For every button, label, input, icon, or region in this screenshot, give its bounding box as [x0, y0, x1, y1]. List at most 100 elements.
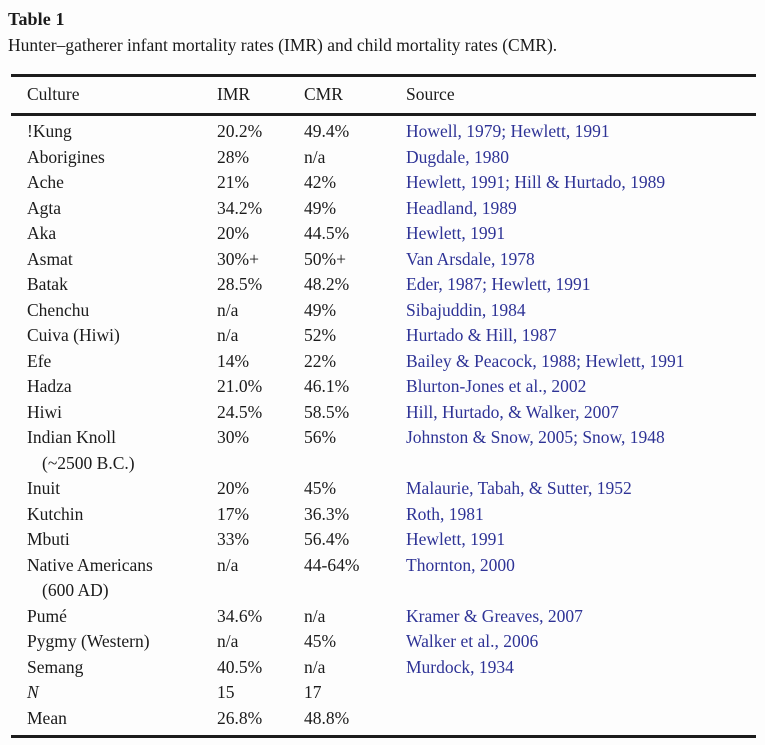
table-row: Aka 20% 44.5% Hewlett, 1991	[11, 221, 756, 247]
cmr-cell: 36.3%	[304, 503, 350, 524]
source-cell: Kramer & Greaves, 2007	[406, 604, 756, 630]
source-cell: Bailey & Peacock, 1988; Hewlett, 1991	[406, 349, 756, 375]
culture-name: Hadza	[27, 376, 72, 396]
source-citation-link[interactable]: Blurton-Jones et al., 2002	[406, 376, 587, 396]
culture-name: Native Americans	[27, 554, 153, 575]
culture-cell: Chenchu	[11, 298, 217, 324]
culture-name: Agta	[27, 197, 62, 218]
culture-name-line2: (600 AD)	[42, 580, 109, 600]
source-citation-link[interactable]: Hill, Hurtado, & Walker, 2007	[406, 401, 619, 422]
table-row: Hadza 21.0% 46.1% Blurton-Jones et al., 200…	[11, 374, 756, 400]
source-cell: Howell, 1979; Hewlett, 1991	[406, 115, 756, 145]
imr-cell: 21%	[217, 172, 250, 192]
source-citation-link[interactable]: Walker et al., 2006	[406, 631, 539, 651]
source-citation-link[interactable]: Hurtado & Hill, 1987	[406, 325, 557, 345]
source-cell: Blurton-Jones et al., 2002	[406, 374, 756, 400]
table-label: Table 1	[8, 9, 65, 29]
source-citation-link[interactable]: Howell, 1979; Hewlett, 1991	[406, 121, 610, 141]
source-citation-link[interactable]: Hewlett, 1991	[406, 223, 506, 243]
cmr-cell: 50%+	[304, 248, 346, 269]
table-row: Inuit 20% 45% Malaurie, Tabah, & Sutter, 19…	[11, 476, 756, 502]
source-citation-link[interactable]: Malaurie, Tabah, & Sutter, 1952	[406, 478, 632, 498]
culture-cell: Pumé	[11, 604, 217, 630]
culture-name: Semang	[27, 656, 84, 677]
source-citation-link[interactable]: Kramer & Greaves, 2007	[406, 605, 583, 626]
cmr-cell: 49%	[304, 299, 337, 320]
source-cell: Walker et al., 2006	[406, 629, 756, 655]
source-cell: Dugdale, 1980	[406, 145, 756, 171]
culture-cell: N	[11, 680, 217, 706]
culture-cell: Cuiva (Hiwi)	[11, 323, 217, 349]
source-cell	[406, 680, 756, 706]
culture-cell: Mean	[11, 706, 217, 737]
table-row: Kutchin 17% 36.3% Roth, 1981	[11, 502, 756, 528]
source-citation-link[interactable]: Headland, 1989	[406, 197, 517, 218]
imr-cell: 30%	[217, 427, 250, 447]
imr-cell: n/a	[217, 554, 239, 575]
source-citation-link[interactable]: Dugdale, 1980	[406, 146, 510, 167]
culture-cell: Aborigines	[11, 145, 217, 171]
imr-cell: 20.2%	[217, 121, 263, 141]
culture-cell: Efe	[11, 349, 217, 375]
culture-name: Pumé	[27, 605, 67, 626]
culture-cell: Ache	[11, 170, 217, 196]
source-citation-link[interactable]: Murdock, 1934	[406, 656, 514, 677]
header-row: Culture IMR CMR Source	[11, 75, 756, 116]
source-cell: Hurtado & Hill, 1987	[406, 323, 756, 349]
source-cell: Van Arsdale, 1978	[406, 247, 756, 273]
column-header-imr: IMR	[217, 75, 304, 116]
cmr-cell: 58.5%	[304, 401, 350, 422]
source-citation-link[interactable]: Sibajuddin, 1984	[406, 299, 526, 320]
cmr-cell: 56.4%	[304, 529, 350, 549]
table-row: Native Americans (600 AD) n/a 44-64% Thornto…	[11, 553, 756, 604]
imr-cell: 20%	[217, 478, 250, 498]
source-citation-link[interactable]: Roth, 1981	[406, 503, 484, 524]
imr-cell: n/a	[217, 631, 239, 651]
source-cell: Murdock, 1934	[406, 655, 756, 681]
cmr-cell: 49.4%	[304, 121, 350, 141]
culture-name: Batak	[27, 274, 68, 294]
source-citation-link[interactable]: Thornton, 2000	[406, 554, 515, 575]
source-citation-link[interactable]: Hewlett, 1991; Hill & Hurtado, 1989	[406, 172, 666, 192]
source-cell: Malaurie, Tabah, & Sutter, 1952	[406, 476, 756, 502]
culture-name: Aka	[27, 223, 57, 243]
cmr-cell: 48.8%	[304, 707, 350, 728]
imr-cell: 24.5%	[217, 401, 263, 422]
culture-name: Inuit	[27, 478, 61, 498]
culture-name: Hiwi	[27, 401, 62, 422]
table-row: Batak 28.5% 48.2% Eder, 1987; Hewlett, 1991	[11, 272, 756, 298]
source-citation-link[interactable]: Eder, 1987; Hewlett, 1991	[406, 274, 591, 294]
culture-name: Mean	[27, 707, 67, 728]
source-cell	[406, 706, 756, 737]
source-citation-link[interactable]: Johnston & Snow, 2005; Snow, 1948	[406, 427, 665, 447]
imr-cell: n/a	[217, 325, 239, 345]
imr-cell: 34.6%	[217, 605, 263, 626]
source-cell: Hewlett, 1991; Hill & Hurtado, 1989	[406, 170, 756, 196]
table-row: Hiwi 24.5% 58.5% Hill, Hurtado, & Walker, 2…	[11, 400, 756, 426]
culture-name-line2: (~2500 B.C.)	[42, 452, 135, 473]
mortality-rates-table: Culture IMR CMR Source !Kung 20.2% 49.4% Ho…	[11, 74, 756, 738]
culture-name: !Kung	[27, 121, 72, 141]
culture-cell: Inuit	[11, 476, 217, 502]
table-caption: Hunter–gatherer infant mortality rates (…	[8, 35, 558, 55]
culture-name: Cuiva (Hiwi)	[27, 325, 120, 345]
table-row: Pygmy (Western) n/a 45% Walker et al., 2006	[11, 629, 756, 655]
table-row: Mbuti 33% 56.4% Hewlett, 1991	[11, 527, 756, 553]
culture-cell: Hiwi	[11, 400, 217, 426]
culture-cell: Kutchin	[11, 502, 217, 528]
culture-name: Aborigines	[27, 146, 105, 167]
table-row: Agta 34.2% 49% Headland, 1989	[11, 196, 756, 222]
table-row: Pumé 34.6% n/a Kramer & Greaves, 2007	[11, 604, 756, 630]
table-row: Indian Knoll (~2500 B.C.) 30% 56% Johnston &…	[11, 425, 756, 476]
source-cell: Hill, Hurtado, & Walker, 2007	[406, 400, 756, 426]
cmr-cell: 46.1%	[304, 376, 350, 396]
cmr-cell: 44.5%	[304, 223, 350, 243]
source-citation-link[interactable]: Hewlett, 1991	[406, 529, 506, 549]
culture-cell: Mbuti	[11, 527, 217, 553]
culture-name: Efe	[27, 350, 52, 371]
culture-name: Indian Knoll	[27, 427, 116, 447]
cmr-cell: 45%	[304, 478, 337, 498]
source-citation-link[interactable]: Bailey & Peacock, 1988; Hewlett, 1991	[406, 350, 685, 371]
culture-cell: Batak	[11, 272, 217, 298]
source-citation-link[interactable]: Van Arsdale, 1978	[406, 248, 535, 269]
